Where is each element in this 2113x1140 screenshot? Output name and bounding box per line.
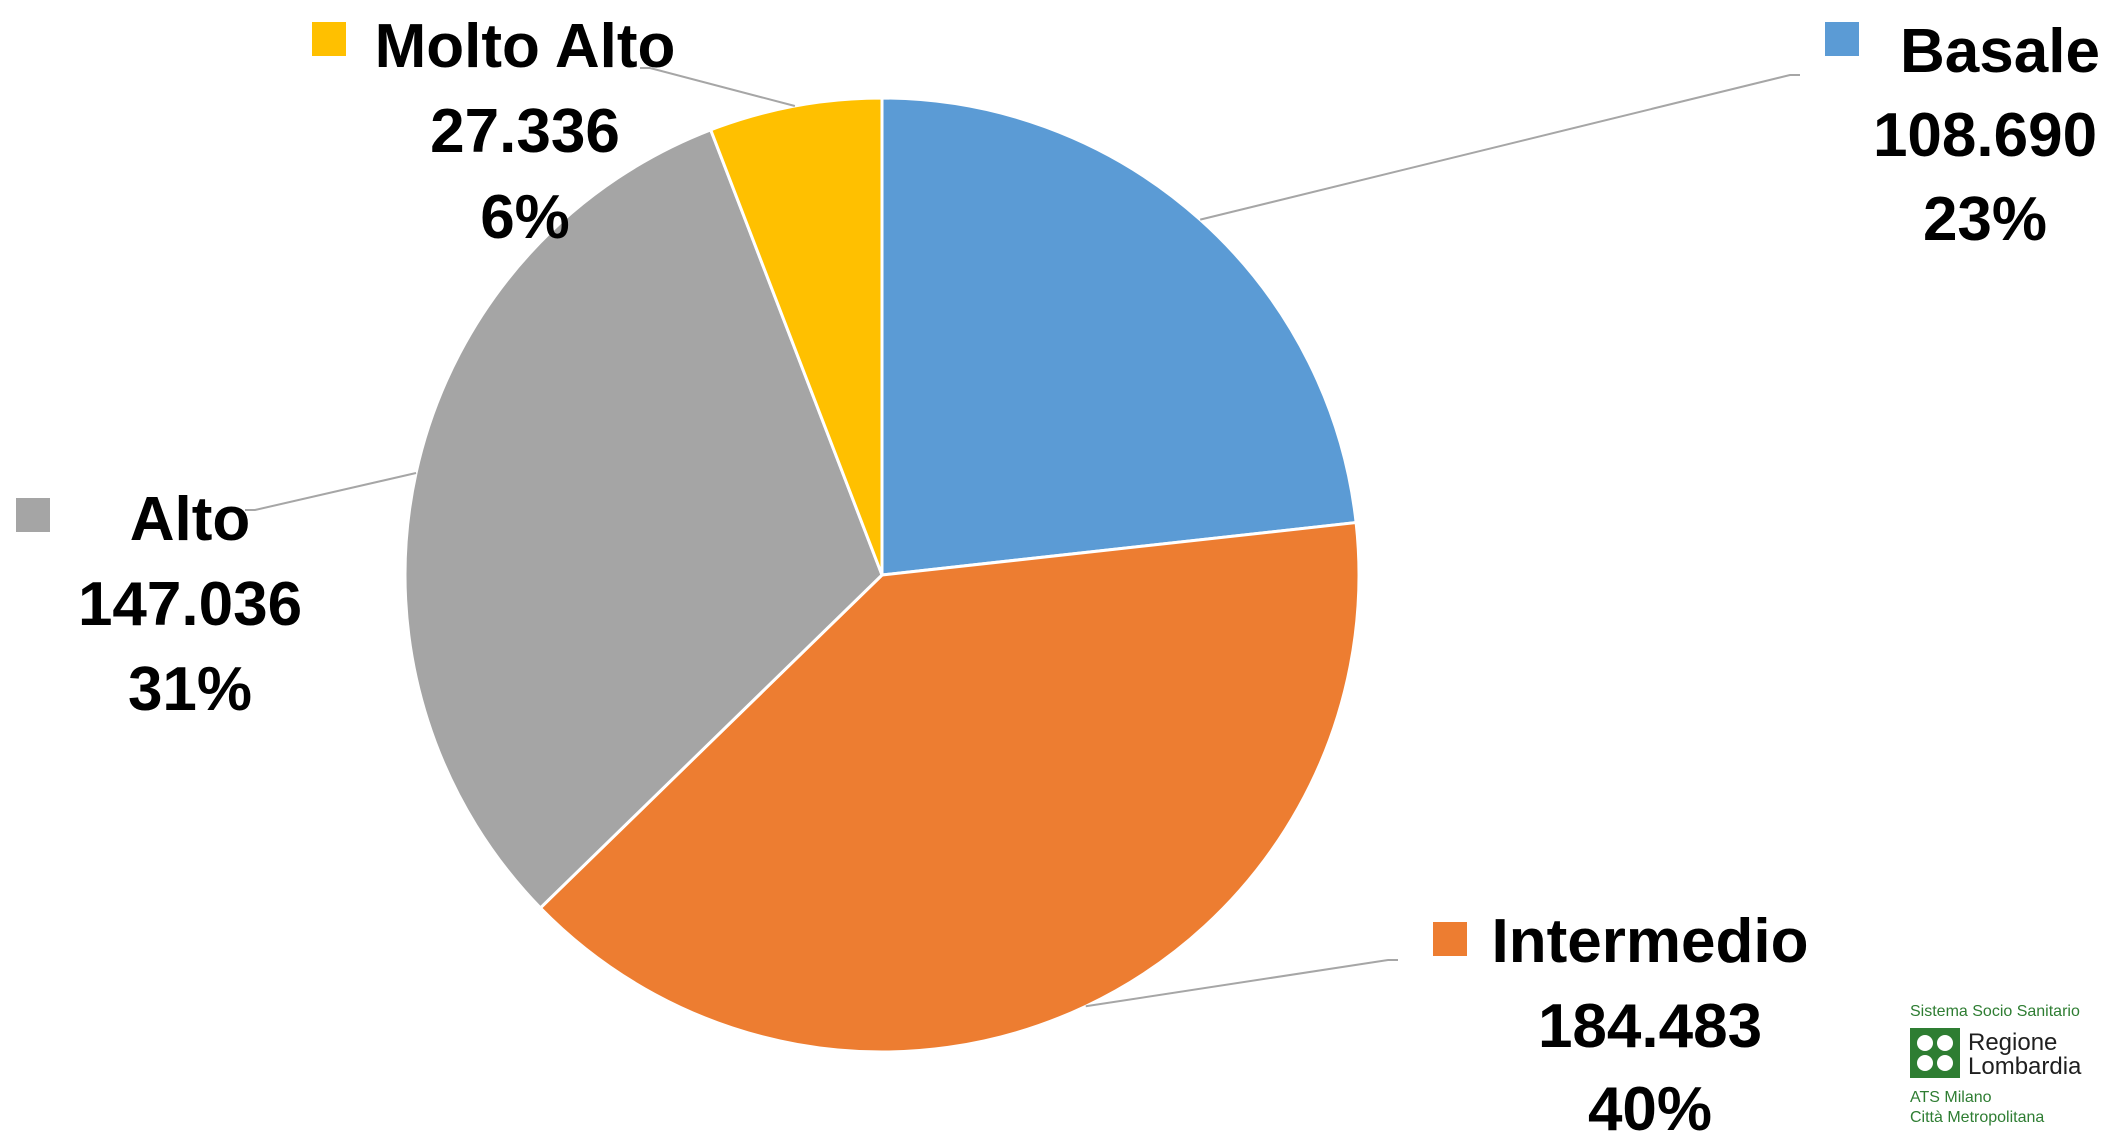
slice-percent-alto: 31%	[128, 655, 252, 724]
leader-line-intermedio	[1085, 959, 1398, 1008]
leader-line-alto	[245, 472, 417, 511]
swatch-alto	[16, 498, 50, 532]
logo-line5: Città Metropolitana	[1910, 1109, 2044, 1126]
leader-line-molto-alto	[640, 67, 796, 107]
label-intermedio: Intermedio 184.483 40%	[1433, 907, 1808, 1140]
slice-label-alto: Alto	[130, 485, 251, 554]
leader-lines	[245, 67, 1800, 1008]
pie-slices	[403, 96, 1361, 1054]
label-molto-alto: Molto Alto 27.336 6%	[312, 12, 675, 252]
regione-lombardia-logo: Sistema Socio Sanitario Regione Lombardi…	[1910, 1003, 2082, 1126]
label-alto: Alto 147.036 31%	[16, 485, 302, 724]
logo-flower-icon	[1917, 1035, 1953, 1071]
slice-value-molto-alto: 27.336	[430, 97, 620, 166]
slice-percent-intermedio: 40%	[1588, 1075, 1712, 1140]
pie-slice-basale	[880, 96, 1358, 577]
slice-value-intermedio: 184.483	[1538, 992, 1762, 1061]
slice-label-molto-alto: Molto Alto	[375, 12, 676, 81]
logo-line3: Lombardia	[1968, 1053, 2082, 1080]
swatch-basale	[1825, 22, 1859, 56]
pie-slice-intermedio	[538, 520, 1361, 1054]
label-basale: Basale 108.690 23%	[1825, 17, 2100, 254]
slice-label-intermedio: Intermedio	[1492, 907, 1809, 976]
logo-line2: Regione	[1968, 1029, 2057, 1056]
slice-percent-molto-alto: 6%	[480, 183, 570, 252]
swatch-molto-alto	[312, 22, 346, 56]
swatch-intermedio	[1433, 922, 1467, 956]
slice-percent-basale: 23%	[1923, 185, 2047, 254]
slice-value-alto: 147.036	[78, 570, 302, 639]
logo-line1: Sistema Socio Sanitario	[1910, 1003, 2080, 1020]
slice-value-basale: 108.690	[1873, 101, 2097, 170]
leader-line-basale	[1199, 74, 1800, 221]
logo-line4: ATS Milano	[1910, 1089, 1992, 1106]
slice-label-basale: Basale	[1900, 17, 2100, 86]
